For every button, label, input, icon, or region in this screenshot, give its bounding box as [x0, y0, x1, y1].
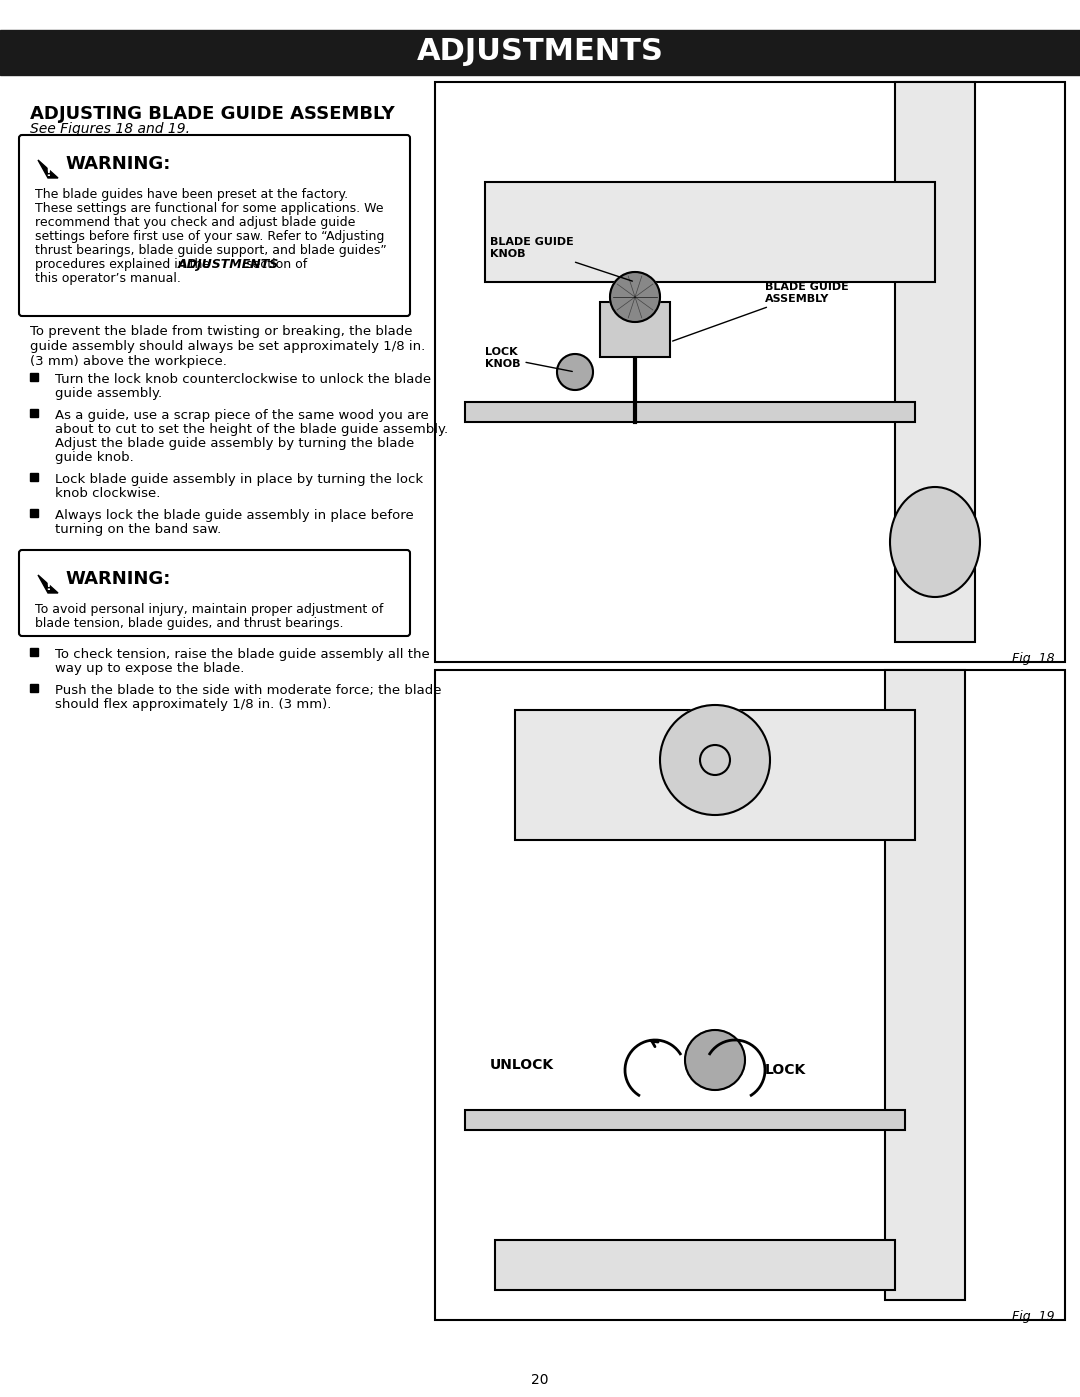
Text: settings before first use of your saw. Refer to “Adjusting: settings before first use of your saw. R… — [35, 231, 384, 243]
Text: To avoid personal injury, maintain proper adjustment of: To avoid personal injury, maintain prope… — [35, 604, 383, 616]
Text: turning on the band saw.: turning on the band saw. — [55, 522, 221, 536]
Text: way up to expose the blade.: way up to expose the blade. — [55, 662, 244, 675]
Circle shape — [557, 353, 593, 390]
Text: recommend that you check and adjust blade guide: recommend that you check and adjust blad… — [35, 217, 355, 229]
Polygon shape — [38, 576, 58, 592]
Bar — [895, 82, 975, 643]
Text: BLADE GUIDE
KNOB: BLADE GUIDE KNOB — [490, 237, 633, 281]
Bar — [485, 182, 935, 282]
Text: WARNING:: WARNING: — [65, 155, 171, 173]
FancyBboxPatch shape — [19, 136, 410, 316]
Text: These settings are functional for some applications. We: These settings are functional for some a… — [35, 203, 383, 215]
Text: Fig. 19: Fig. 19 — [1012, 1310, 1055, 1323]
Text: Fig. 18: Fig. 18 — [1012, 652, 1055, 665]
Circle shape — [610, 272, 660, 321]
Bar — [885, 671, 966, 1301]
Bar — [465, 402, 915, 422]
Text: !: ! — [45, 581, 51, 594]
FancyBboxPatch shape — [19, 550, 410, 636]
Circle shape — [685, 1030, 745, 1090]
Text: guide assembly should always be set approximately 1/8 in.: guide assembly should always be set appr… — [30, 339, 426, 353]
Polygon shape — [38, 161, 58, 177]
Bar — [495, 1241, 895, 1289]
Text: blade tension, blade guides, and thrust bearings.: blade tension, blade guides, and thrust … — [35, 617, 343, 630]
Bar — [465, 1111, 905, 1130]
Text: !: ! — [45, 165, 51, 179]
Bar — [600, 302, 670, 358]
Bar — [30, 409, 38, 416]
Text: BLADE GUIDE
ASSEMBLY: BLADE GUIDE ASSEMBLY — [673, 282, 849, 341]
Bar — [30, 509, 38, 517]
Text: To prevent the blade from twisting or breaking, the blade: To prevent the blade from twisting or br… — [30, 326, 413, 338]
Text: guide assembly.: guide assembly. — [55, 387, 162, 400]
Bar — [0, 29, 1080, 75]
Text: this operator’s manual.: this operator’s manual. — [35, 272, 180, 285]
Bar — [435, 671, 1065, 1320]
Text: Lock blade guide assembly in place by turning the lock: Lock blade guide assembly in place by tu… — [55, 474, 423, 486]
Text: The blade guides have been preset at the factory.: The blade guides have been preset at the… — [35, 189, 348, 201]
Bar — [30, 685, 38, 692]
Text: WARNING:: WARNING: — [65, 570, 171, 588]
Bar — [30, 373, 38, 381]
Text: Turn the lock knob counterclockwise to unlock the blade: Turn the lock knob counterclockwise to u… — [55, 373, 431, 386]
Ellipse shape — [890, 488, 980, 597]
Text: Adjust the blade guide assembly by turning the blade: Adjust the blade guide assembly by turni… — [55, 437, 415, 450]
Text: LOCK
KNOB: LOCK KNOB — [485, 346, 572, 372]
Text: should flex approximately 1/8 in. (3 mm).: should flex approximately 1/8 in. (3 mm)… — [55, 698, 332, 711]
Bar — [515, 710, 915, 840]
Text: See Figures 18 and 19.: See Figures 18 and 19. — [30, 122, 190, 136]
Text: ADJUSTING BLADE GUIDE ASSEMBLY: ADJUSTING BLADE GUIDE ASSEMBLY — [30, 105, 395, 123]
Text: thrust bearings, blade guide support, and blade guides”: thrust bearings, blade guide support, an… — [35, 244, 387, 257]
Circle shape — [660, 705, 770, 814]
Text: Always lock the blade guide assembly in place before: Always lock the blade guide assembly in … — [55, 509, 414, 522]
Text: 20: 20 — [531, 1373, 549, 1387]
Text: (3 mm) above the workpiece.: (3 mm) above the workpiece. — [30, 355, 227, 367]
Bar — [30, 648, 38, 657]
Text: As a guide, use a scrap piece of the same wood you are: As a guide, use a scrap piece of the sam… — [55, 409, 429, 422]
Text: Push the blade to the side with moderate force; the blade: Push the blade to the side with moderate… — [55, 685, 442, 697]
Text: knob clockwise.: knob clockwise. — [55, 488, 160, 500]
Text: guide knob.: guide knob. — [55, 451, 134, 464]
Text: ADJUSTMENTS: ADJUSTMENTS — [178, 258, 279, 271]
Text: UNLOCK: UNLOCK — [490, 1058, 554, 1071]
Text: about to cut to set the height of the blade guide assembly.: about to cut to set the height of the bl… — [55, 423, 448, 436]
Text: LOCK: LOCK — [765, 1063, 807, 1077]
Text: To check tension, raise the blade guide assembly all the: To check tension, raise the blade guide … — [55, 648, 430, 661]
Bar — [30, 474, 38, 481]
Text: procedures explained in the: procedures explained in the — [35, 258, 214, 271]
Text: ADJUSTMENTS: ADJUSTMENTS — [417, 38, 663, 67]
Text: section of: section of — [242, 258, 307, 271]
Bar — [435, 82, 1065, 662]
